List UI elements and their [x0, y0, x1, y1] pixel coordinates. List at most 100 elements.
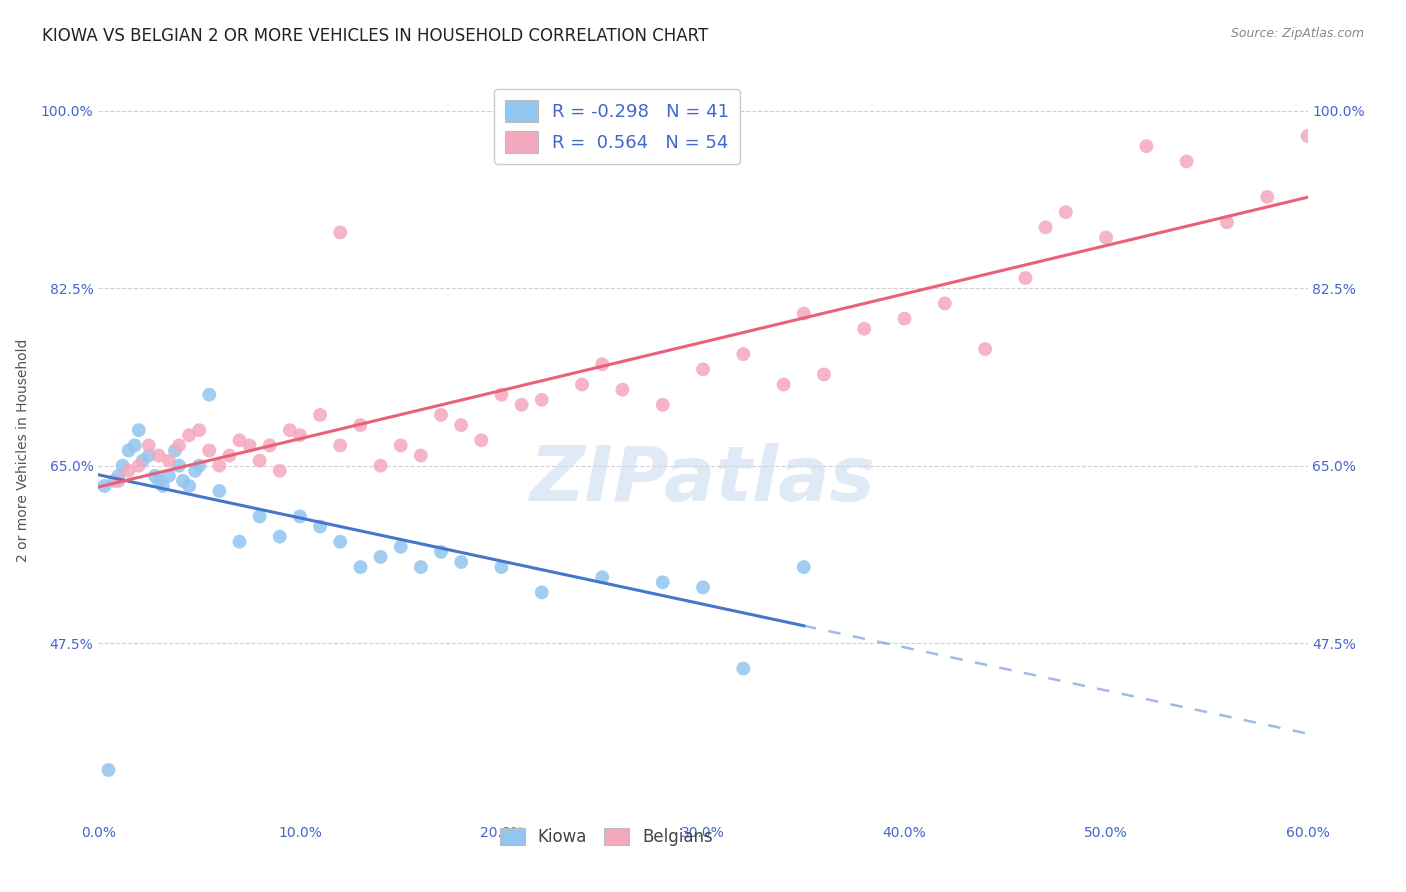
Point	[208, 483, 231, 498]
Point	[97, 763, 120, 777]
Point	[228, 434, 250, 448]
Point	[269, 464, 291, 478]
Point	[853, 322, 876, 336]
Point	[651, 398, 673, 412]
Point	[530, 585, 553, 599]
Point	[208, 458, 231, 473]
Point	[118, 464, 141, 478]
Point	[239, 438, 262, 452]
Point	[184, 464, 207, 478]
Point	[198, 387, 221, 401]
Point	[733, 661, 755, 675]
Point	[974, 342, 997, 356]
Point	[107, 474, 129, 488]
Point	[692, 362, 714, 376]
Point	[409, 449, 432, 463]
Point	[530, 392, 553, 407]
Point	[228, 534, 250, 549]
Point	[793, 307, 815, 321]
Point	[389, 540, 412, 554]
Point	[934, 296, 956, 310]
Point	[1014, 271, 1036, 285]
Point	[278, 423, 301, 437]
Point	[188, 458, 211, 473]
Point	[813, 368, 835, 382]
Point	[188, 423, 211, 437]
Point	[491, 387, 513, 401]
Point	[510, 398, 533, 412]
Point	[167, 458, 190, 473]
Point	[491, 560, 513, 574]
Point	[148, 449, 170, 463]
Point	[571, 377, 593, 392]
Point	[733, 347, 755, 361]
Point	[450, 418, 472, 433]
Point	[893, 311, 915, 326]
Point	[288, 509, 311, 524]
Point	[370, 549, 392, 564]
Point	[143, 468, 166, 483]
Point	[349, 418, 371, 433]
Point	[249, 453, 271, 467]
Point	[128, 423, 150, 437]
Point	[309, 408, 332, 422]
Text: ZIPatlas: ZIPatlas	[530, 443, 876, 517]
Point	[591, 570, 613, 584]
Point	[148, 474, 170, 488]
Point	[612, 383, 634, 397]
Point	[470, 434, 492, 448]
Point	[1175, 154, 1198, 169]
Point	[124, 438, 146, 452]
Point	[1095, 230, 1118, 244]
Point	[288, 428, 311, 442]
Point	[329, 226, 352, 240]
Point	[349, 560, 371, 574]
Text: Source: ZipAtlas.com: Source: ZipAtlas.com	[1230, 27, 1364, 40]
Point	[172, 474, 194, 488]
Point	[1256, 190, 1278, 204]
Point	[329, 438, 352, 452]
Point	[157, 453, 180, 467]
Point	[1135, 139, 1157, 153]
Point	[138, 438, 160, 452]
Point	[152, 479, 174, 493]
Point	[163, 443, 186, 458]
Point	[138, 449, 160, 463]
Point	[450, 555, 472, 569]
Y-axis label: 2 or more Vehicles in Household: 2 or more Vehicles in Household	[15, 339, 30, 562]
Point	[772, 377, 794, 392]
Point	[309, 519, 332, 533]
Point	[430, 408, 453, 422]
Point	[692, 580, 714, 594]
Point	[793, 560, 815, 574]
Point	[218, 449, 240, 463]
Point	[1216, 215, 1239, 229]
Point	[93, 479, 115, 493]
Point	[1296, 129, 1319, 144]
Point	[157, 468, 180, 483]
Point	[249, 509, 271, 524]
Point	[128, 458, 150, 473]
Point	[1054, 205, 1077, 219]
Point	[259, 438, 281, 452]
Point	[269, 530, 291, 544]
Point	[179, 428, 201, 442]
Point	[370, 458, 392, 473]
Text: KIOWA VS BELGIAN 2 OR MORE VEHICLES IN HOUSEHOLD CORRELATION CHART: KIOWA VS BELGIAN 2 OR MORE VEHICLES IN H…	[42, 27, 709, 45]
Point	[409, 560, 432, 574]
Point	[198, 443, 221, 458]
Point	[167, 438, 190, 452]
Point	[389, 438, 412, 452]
Legend: Kiowa, Belgians: Kiowa, Belgians	[494, 822, 720, 853]
Point	[111, 458, 134, 473]
Point	[132, 453, 155, 467]
Point	[103, 474, 125, 488]
Point	[118, 443, 141, 458]
Point	[591, 357, 613, 371]
Point	[329, 534, 352, 549]
Point	[1035, 220, 1057, 235]
Point	[651, 575, 673, 590]
Point	[107, 468, 129, 483]
Point	[430, 545, 453, 559]
Point	[179, 479, 201, 493]
